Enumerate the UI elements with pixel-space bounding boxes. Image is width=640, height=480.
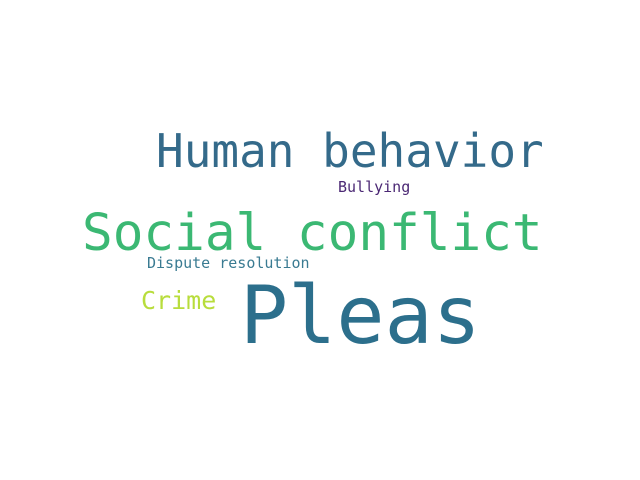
word-crime: Crime	[141, 286, 217, 315]
word-dispute-resolution: Dispute resolution	[147, 254, 310, 272]
word-bullying: Bullying	[338, 178, 411, 196]
word-social-conflict: Social conflict	[82, 204, 543, 263]
word-human-behavior: Human behavior	[156, 124, 544, 178]
word-pleas: Pleas	[240, 269, 481, 362]
